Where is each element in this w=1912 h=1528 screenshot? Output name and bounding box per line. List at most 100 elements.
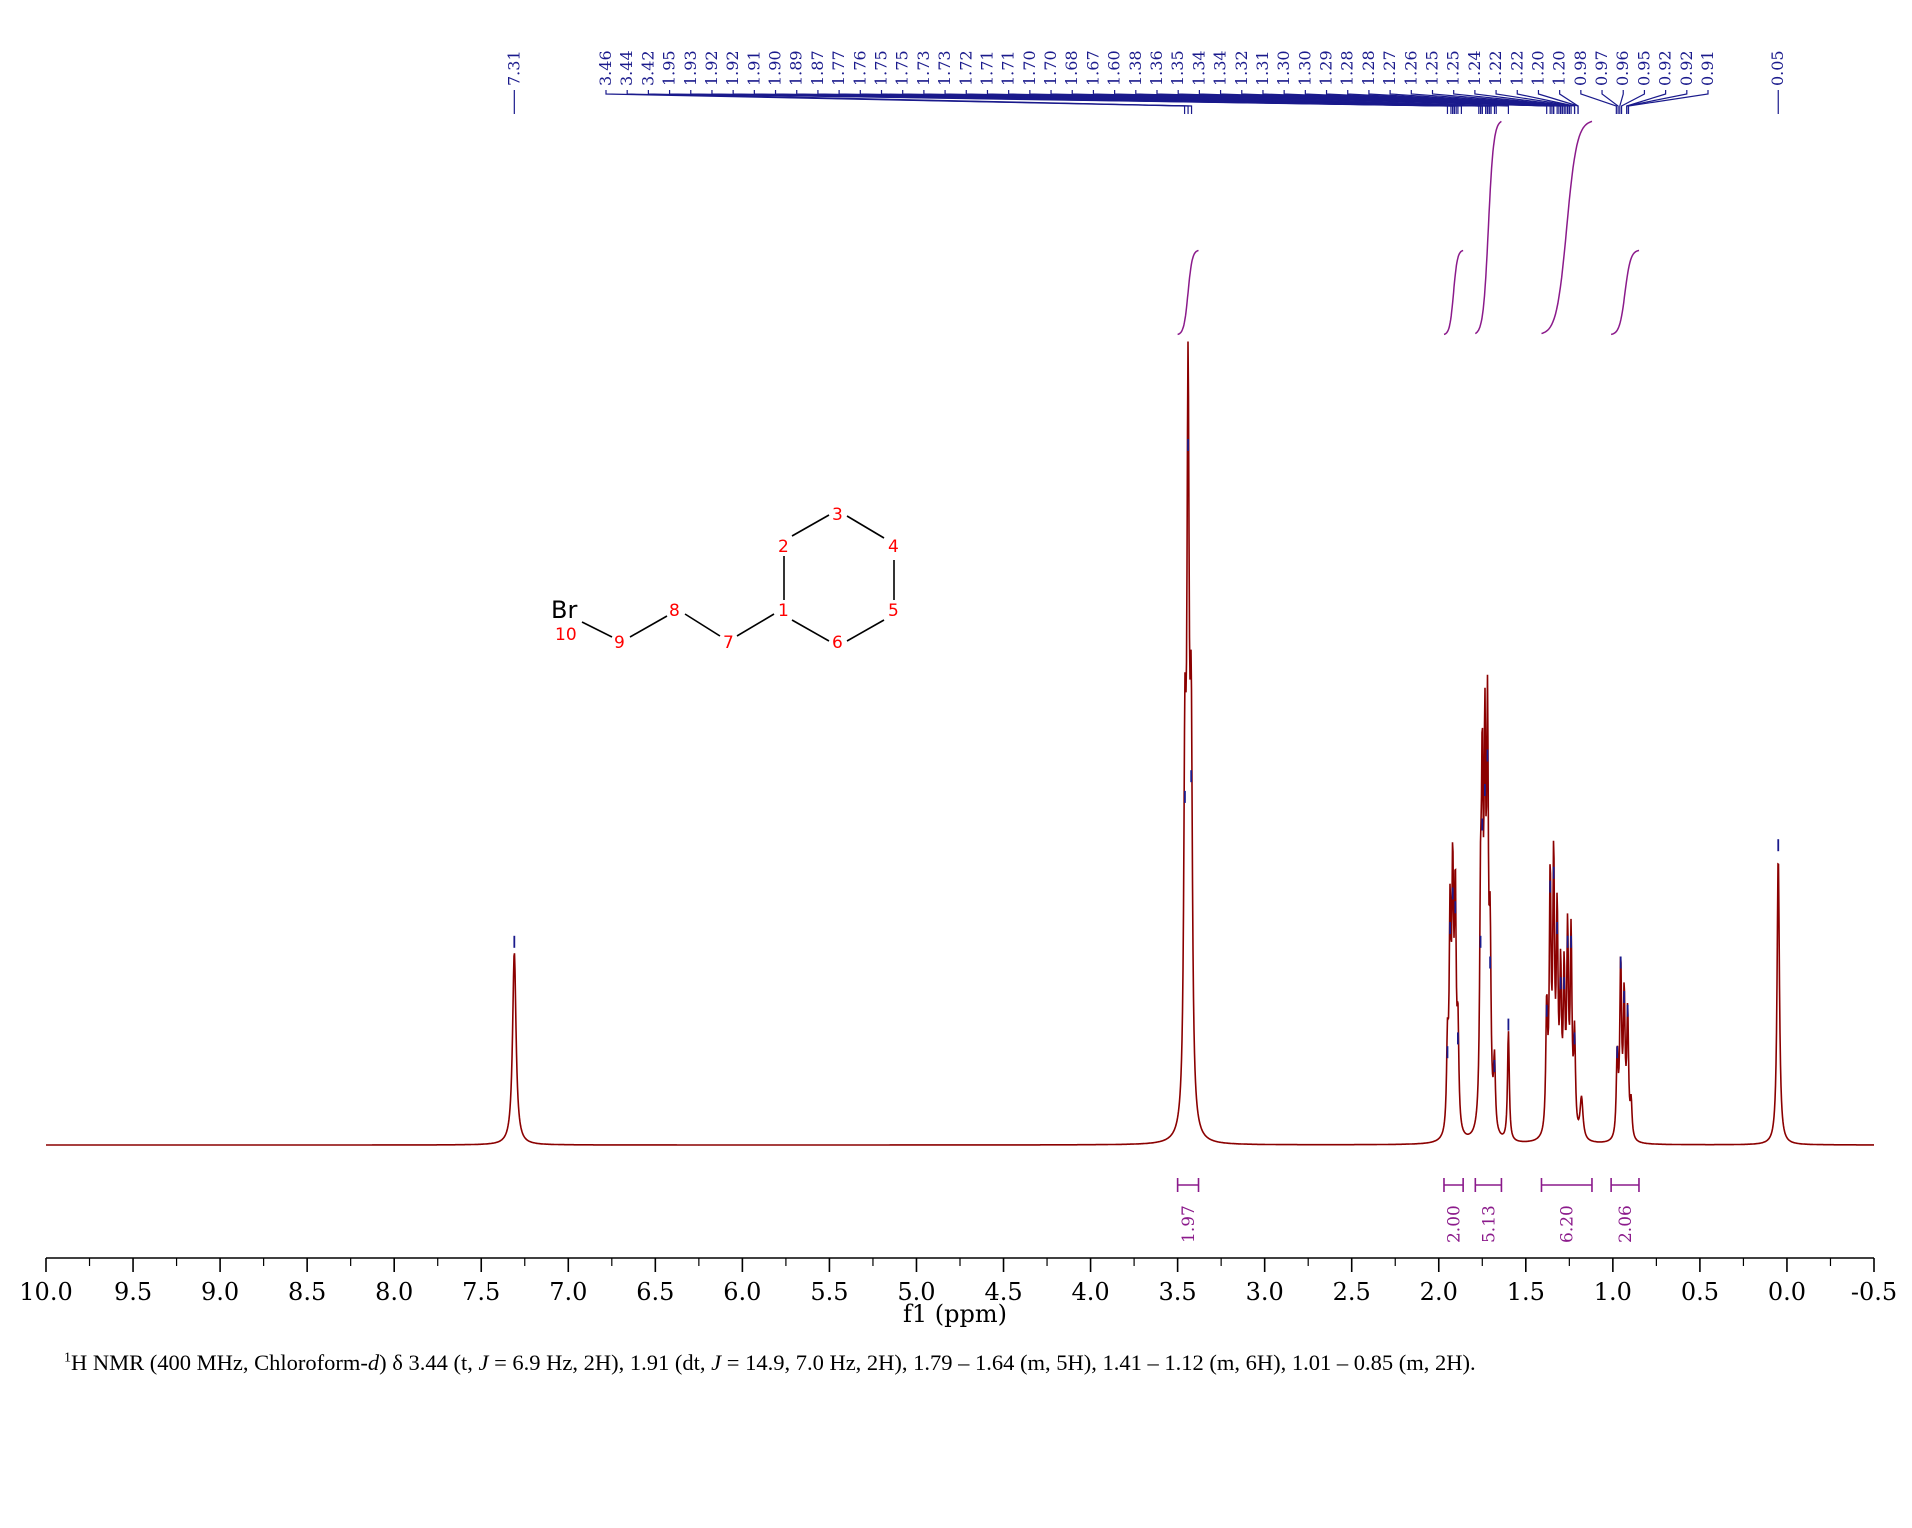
peak-label: 0.96	[1613, 50, 1632, 86]
integral-bracket	[1474, 1178, 1503, 1192]
peak-label: 0.05	[1768, 50, 1787, 86]
integral-curve	[1474, 120, 1502, 335]
x-tick-label: 8.0	[375, 1278, 413, 1306]
bond-5-6	[846, 619, 885, 642]
x-tick-label: 2.0	[1420, 1278, 1458, 1306]
x-tick-label: 6.0	[723, 1278, 761, 1306]
bromine-atom-label: Br	[551, 596, 577, 624]
peak-label-connector	[647, 90, 1193, 114]
peak-label: 3.44	[617, 50, 636, 86]
peak-label: 0.92	[1656, 50, 1675, 86]
peak-label: 1.32	[1232, 50, 1251, 86]
peak-label-connector	[1389, 90, 1567, 114]
peak-label: 1.30	[1274, 50, 1293, 86]
peak-label: 1.20	[1528, 50, 1547, 86]
x-tick-label: 10.0	[19, 1278, 72, 1306]
peak-label: 0.98	[1571, 50, 1590, 86]
peak-label-connector	[1601, 90, 1619, 114]
peak-label: 1.34	[1211, 50, 1230, 86]
peak-label: 1.76	[850, 50, 869, 86]
integral-curve	[1610, 249, 1640, 336]
integral-value-label: 5.13	[1479, 1205, 1499, 1243]
bond-8-7	[684, 613, 721, 637]
peak-label: 1.38	[1126, 50, 1145, 86]
integral-bracket	[1176, 1178, 1200, 1192]
integral-bracket	[1610, 1178, 1640, 1192]
peak-label: 1.70	[1020, 50, 1039, 86]
integral-curve	[1443, 249, 1464, 336]
x-tick-label: 7.5	[462, 1278, 500, 1306]
peak-label: 1.91	[744, 50, 763, 86]
integral-bracket	[1443, 1178, 1464, 1192]
peak-label: 1.71	[999, 50, 1018, 86]
peak-label: 1.71	[977, 50, 996, 86]
peak-label-connector	[1516, 90, 1576, 114]
peak-label: 1.73	[935, 50, 954, 86]
peak-label: 1.89	[787, 50, 806, 86]
bond-6-1	[791, 619, 830, 642]
peak-label: 1.90	[766, 50, 785, 86]
atom-number-2: 2	[778, 537, 789, 557]
integral-value-label: 6.20	[1558, 1205, 1578, 1243]
atom-number-9: 9	[614, 633, 625, 653]
peak-label: 1.34	[1189, 50, 1208, 86]
peak-label-connector	[1619, 90, 1624, 114]
x-tick-label: 3.0	[1246, 1278, 1284, 1306]
peak-label-connector	[1453, 90, 1570, 114]
x-tick-label: 6.5	[636, 1278, 674, 1306]
peak-label: 1.29	[1317, 50, 1336, 86]
x-tick-label: 1.0	[1594, 1278, 1632, 1306]
x-tick-label: 1.5	[1507, 1278, 1545, 1306]
peak-label: 1.93	[681, 50, 700, 86]
peak-label: 1.25	[1444, 50, 1463, 86]
peak-label: 1.68	[1062, 50, 1081, 86]
peak-label-connector	[1620, 90, 1646, 114]
peak-label-connector	[1474, 90, 1572, 114]
peak-label: 1.36	[1147, 50, 1166, 86]
bond-3-4	[846, 515, 885, 539]
integral-value-label: 2.00	[1445, 1205, 1465, 1243]
bond-2-3	[791, 514, 830, 537]
peak-label: 1.20	[1550, 50, 1569, 86]
nmr-caption: 1H NMR (400 MHz, Chloroform-d) δ 3.44 (t…	[64, 1350, 1904, 1376]
peak-label: 1.73	[914, 50, 933, 86]
integral-curve	[1541, 120, 1593, 335]
caption-body-1: ) δ 3.44 (t,	[379, 1350, 479, 1375]
peak-label-connector	[1559, 90, 1579, 114]
x-tick-label: 7.0	[549, 1278, 587, 1306]
peak-label: 1.77	[829, 50, 848, 86]
chemical-structure	[581, 514, 895, 642]
peak-marker-group	[513, 439, 1780, 1072]
peak-label-connector	[1626, 90, 1688, 114]
peak-label-connector	[1410, 90, 1569, 114]
caption-body-3: = 14.9, 7.0 Hz, 2H), 1.79 – 1.64 (m, 5H)…	[721, 1350, 1476, 1375]
atom-number-7: 7	[723, 633, 734, 653]
x-tick-label: 5.5	[810, 1278, 848, 1306]
peak-label: 3.46	[596, 50, 615, 86]
x-tick-label: 2.5	[1333, 1278, 1371, 1306]
x-tick-label: 9.5	[114, 1278, 152, 1306]
bond-br-9	[581, 621, 613, 638]
spectrum-trace	[46, 341, 1874, 1146]
peak-label: 1.35	[1168, 50, 1187, 86]
peak-label: 1.95	[660, 50, 679, 86]
peak-label: 1.75	[872, 50, 891, 86]
x-tick-label: 9.0	[201, 1278, 239, 1306]
x-tick-label: 8.5	[288, 1278, 326, 1306]
peak-label: 1.28	[1338, 50, 1357, 86]
integral-bracket	[1540, 1178, 1593, 1192]
peak-label: 0.91	[1698, 50, 1717, 86]
peak-label: 1.25	[1423, 50, 1442, 86]
x-axis: 10.0 9.5 9.0 8.5 8.0 7.5 7.0 6.5 6.0 5.5 5.0 4.5 4.0…	[19, 1257, 1897, 1306]
caption-body-2: = 6.9 Hz, 2H), 1.91 (dt,	[488, 1350, 712, 1375]
bond-7-1	[736, 613, 775, 637]
peak-label: 0.97	[1592, 50, 1611, 86]
caption-j-2: J	[711, 1350, 722, 1375]
integral-curve	[1177, 249, 1199, 336]
x-tick-label: 0.0	[1768, 1278, 1806, 1306]
peak-label: 1.30	[1295, 50, 1314, 86]
atom-number-8: 8	[669, 601, 680, 621]
integral-value-label: 2.06	[1616, 1205, 1636, 1243]
peak-label: 1.26	[1401, 50, 1420, 86]
